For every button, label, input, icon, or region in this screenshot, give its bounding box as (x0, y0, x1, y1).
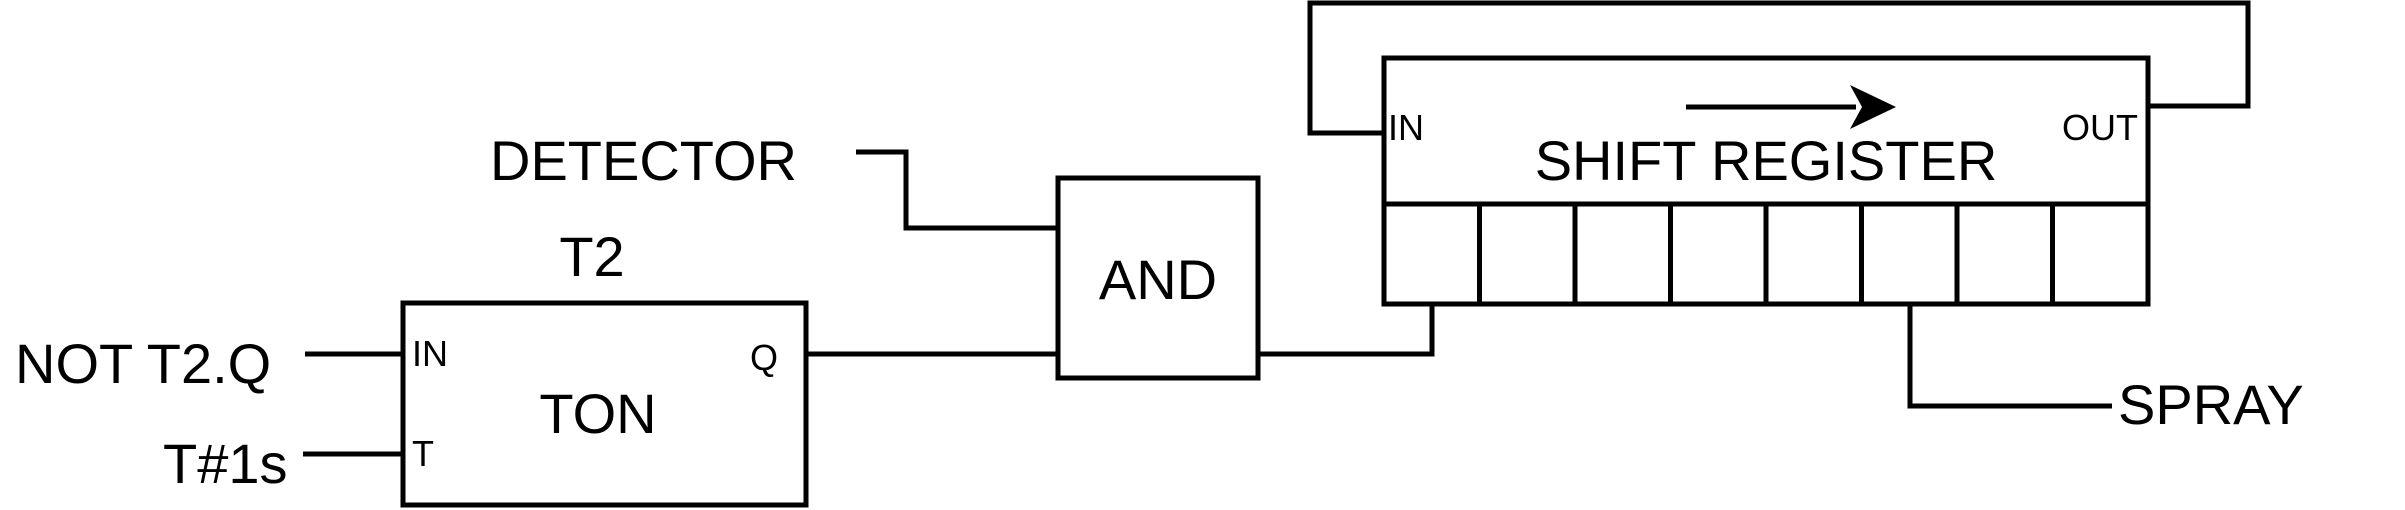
timer-name: T2 (559, 225, 624, 288)
t1s-label: T#1s (163, 432, 288, 495)
shift-register-cell-7 (1954, 201, 2055, 307)
shift-register-label: SHIFT REGISTER (1535, 129, 1998, 192)
detector-wire (856, 149, 1058, 231)
shift-register-cell-8 (2050, 201, 2151, 307)
timer-type-label: TON (539, 382, 656, 445)
timer-pin-t: T (412, 433, 434, 474)
shift-register-cell-6 (1859, 201, 1960, 307)
not-t2q-label: NOT T2.Q (15, 332, 271, 395)
and-gate-block (1055, 175, 1261, 381)
shift-register-pin-out: OUT (2062, 107, 2138, 148)
shift-register-cells (1381, 201, 2151, 307)
shift-register-block (1381, 55, 2151, 207)
arrow-right-icon (1686, 85, 1896, 129)
spray-wire (1907, 304, 2112, 409)
and-gate-label: AND (1099, 248, 1217, 311)
detector-label: DETECTOR (490, 129, 797, 192)
ton-timer-block (400, 300, 809, 508)
shift-register-cell-1 (1381, 201, 1482, 307)
shift-register-cell-5 (1763, 201, 1864, 307)
feedback-loop-wire (1307, 0, 2251, 136)
shift-register-cell-4 (1668, 201, 1769, 307)
shift-register-pin-in: IN (1388, 107, 1424, 148)
timer-pin-q: Q (750, 337, 778, 378)
shift-register-cell-3 (1572, 201, 1673, 307)
timer-pin-in: IN (412, 333, 448, 374)
and-output-wire (1258, 304, 1435, 357)
shift-register-cell-2 (1477, 201, 1578, 307)
spray-label: SPRAY (2118, 373, 2304, 436)
